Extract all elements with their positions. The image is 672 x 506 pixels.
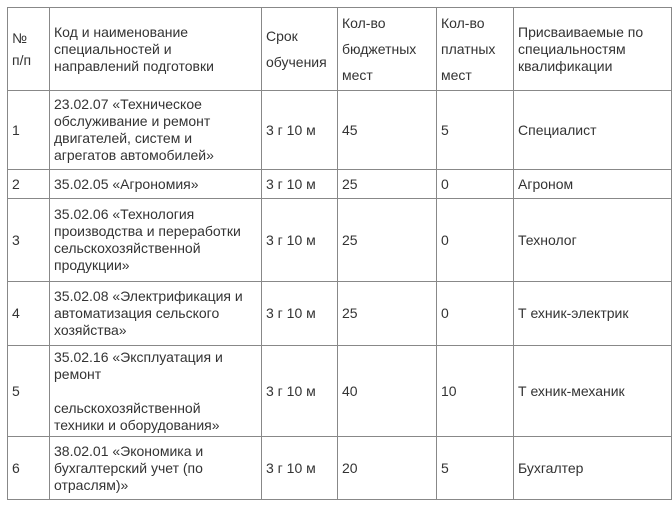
cell-duration: 3 г 10 м (261, 436, 338, 500)
cell-budget-places: 20 (337, 436, 437, 500)
cell-number: 6 (7, 436, 50, 500)
table-header-row: № п/п Код и наименование специальностей … (7, 7, 672, 91)
cell-budget-places: 40 (337, 345, 437, 437)
header-qualification: Присваиваемые по специальностям квалифик… (513, 7, 672, 91)
cell-paid-places: 0 (436, 169, 514, 199)
cell-paid-places: 5 (436, 436, 514, 500)
cell-qualification: Т ехник-механик (513, 345, 672, 437)
cell-specialty: 23.02.07 «Техническое обслуживание и рем… (49, 90, 262, 170)
cell-duration: 3 г 10 м (261, 90, 338, 170)
cell-budget-places: 25 (337, 281, 437, 346)
cell-specialty: 35.02.08 «Электрификация и автоматизация… (49, 281, 262, 346)
header-duration: Срок обучения (261, 7, 338, 91)
cell-number: 3 (7, 198, 50, 282)
specialties-table: № п/п Код и наименование специальностей … (7, 7, 672, 500)
cell-qualification: Технолог (513, 198, 672, 282)
cell-budget-places: 25 (337, 169, 437, 199)
cell-duration: 3 г 10 м (261, 169, 338, 199)
cell-budget-places: 45 (337, 90, 437, 170)
cell-number: 2 (7, 169, 50, 199)
cell-paid-places: 0 (436, 198, 514, 282)
cell-specialty: 35.02.05 «Агрономия» (49, 169, 262, 199)
cell-specialty: 35.02.16 «Эксплуатация и ремонт сельскох… (49, 345, 262, 437)
cell-number: 5 (7, 345, 50, 437)
cell-paid-places: 10 (436, 345, 514, 437)
table-row: 5 35.02.16 «Эксплуатация и ремонт сельск… (7, 345, 672, 437)
cell-duration: 3 г 10 м (261, 345, 338, 437)
cell-paid-places: 0 (436, 281, 514, 346)
cell-qualification: Т ехник-электрик (513, 281, 672, 346)
cell-specialty: 35.02.06 «Технология производства и пере… (49, 198, 262, 282)
table-row: 2 35.02.05 «Агрономия» 3 г 10 м 25 0 Агр… (7, 169, 672, 199)
cell-duration: 3 г 10 м (261, 281, 338, 346)
cell-qualification: Специалист (513, 90, 672, 170)
header-paid-places: Кол-во платных мест (436, 7, 514, 91)
header-specialty: Код и наименование специальностей и напр… (49, 7, 262, 91)
cell-qualification: Бухгалтер (513, 436, 672, 500)
table-row: 3 35.02.06 «Технология производства и пе… (7, 198, 672, 282)
cell-duration: 3 г 10 м (261, 198, 338, 282)
cell-qualification: Агроном (513, 169, 672, 199)
header-budget-places: Кол-во бюджетных мест (337, 7, 437, 91)
table-row: 4 35.02.08 «Электрификация и автоматизац… (7, 281, 672, 346)
cell-budget-places: 25 (337, 198, 437, 282)
header-number: № п/п (7, 7, 50, 91)
cell-paid-places: 5 (436, 90, 514, 170)
table-row: 1 23.02.07 «Техническое обслуживание и р… (7, 90, 672, 170)
cell-specialty: 38.02.01 «Экономика и бухгалтерский учет… (49, 436, 262, 500)
cell-number: 4 (7, 281, 50, 346)
table-row: 6 38.02.01 «Экономика и бухгалтерский уч… (7, 436, 672, 500)
cell-number: 1 (7, 90, 50, 170)
